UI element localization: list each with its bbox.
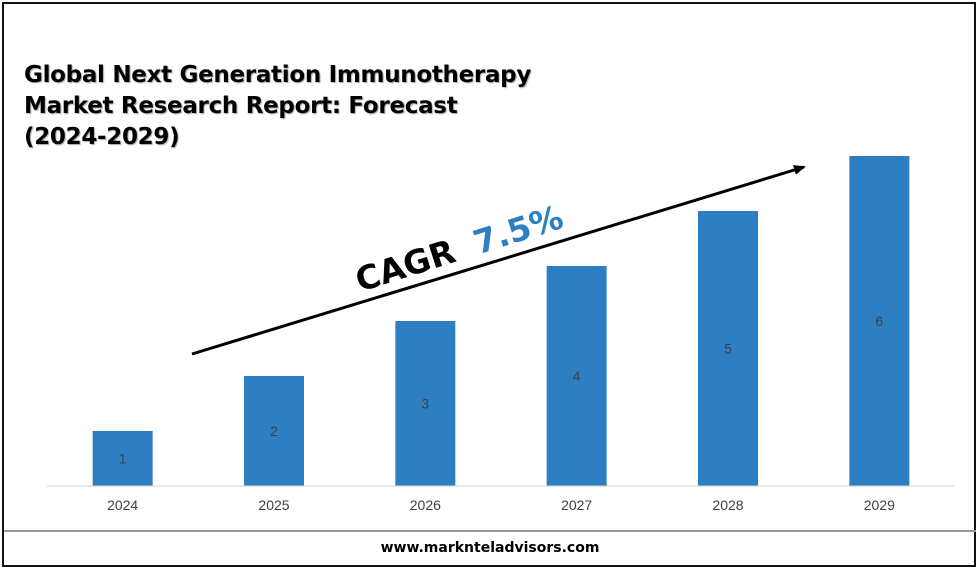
- x-tick-2028: 2028: [712, 497, 743, 513]
- bar-2027: [546, 266, 607, 486]
- x-tick-2026: 2026: [410, 497, 441, 513]
- bar-2025: [244, 376, 304, 486]
- x-tick-2029: 2029: [864, 497, 895, 513]
- data-label-2027: 4: [573, 368, 581, 384]
- x-tick-2024: 2024: [107, 497, 138, 513]
- x-tick-labels: 2024 2025 2026 2027 2028 2029: [107, 497, 895, 513]
- x-tick-2025: 2025: [258, 497, 289, 513]
- data-label-2024: 1: [119, 451, 127, 467]
- bar-2028: [698, 211, 758, 486]
- cagr-value: 7.5%: [469, 197, 568, 262]
- data-label-2028: 5: [724, 341, 732, 357]
- data-label-2029: 6: [875, 313, 883, 329]
- x-tick-2027: 2027: [561, 497, 592, 513]
- cagr-arrow: [191, 165, 806, 356]
- data-label-2026: 3: [421, 396, 429, 412]
- data-label-2025: 2: [270, 423, 278, 439]
- bar-2029: [849, 156, 910, 486]
- data-labels: 1 2 3 4 5 6: [119, 313, 884, 467]
- bar-2024: [92, 431, 153, 486]
- chart-title: Global Next Generation Immunotherapy Mar…: [24, 62, 532, 150]
- footer-divider: [4, 530, 976, 532]
- bar-2026: [395, 321, 456, 486]
- footer-url: www.marknteladvisors.com: [380, 540, 600, 556]
- bars-group: [92, 156, 910, 486]
